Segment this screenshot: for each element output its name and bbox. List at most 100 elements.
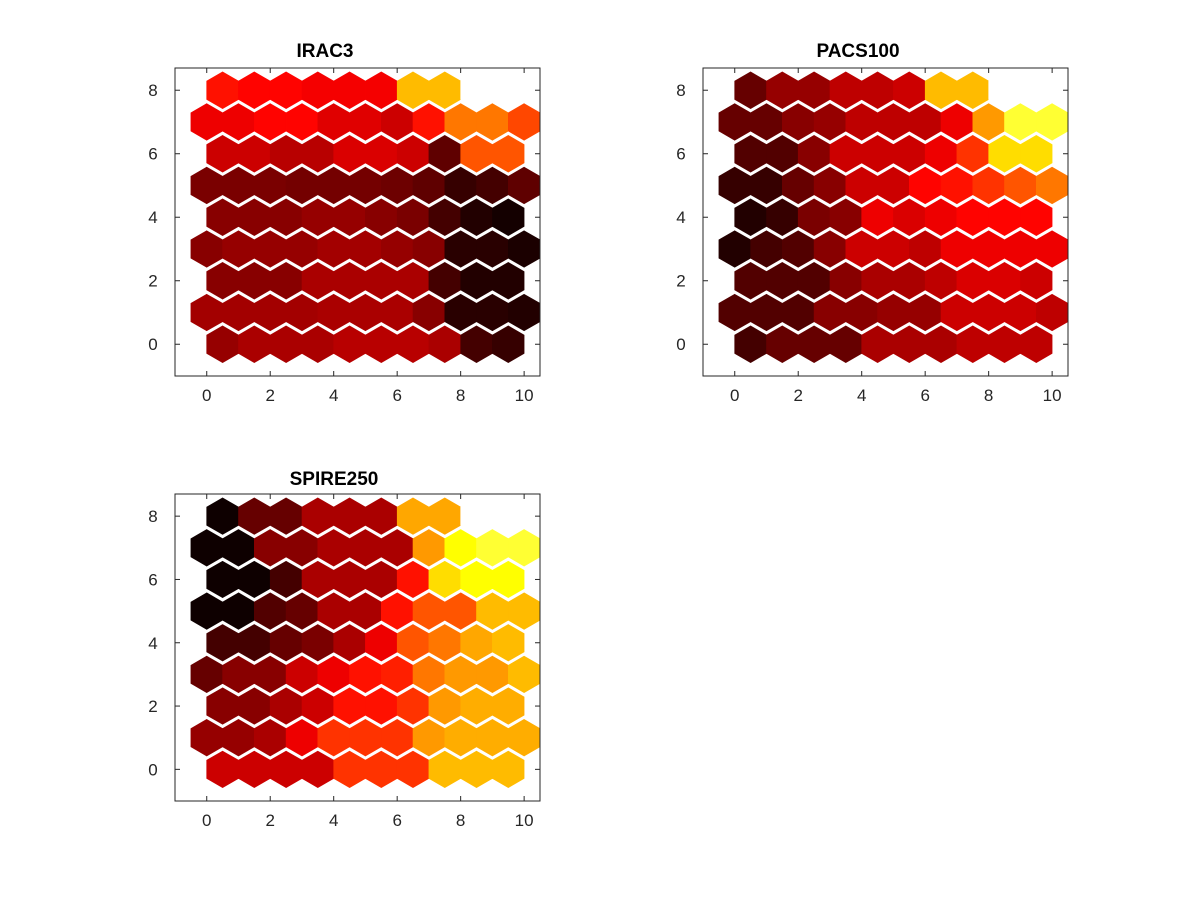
hex-cell (507, 719, 541, 757)
hex-cell (317, 592, 350, 630)
x-tick-label: 4 (857, 386, 866, 405)
hex-cell (396, 624, 430, 662)
hex-cell (412, 719, 446, 757)
hex-cell (222, 529, 255, 567)
hex-cell (254, 719, 287, 757)
hex-cell (813, 166, 847, 205)
panel-title: PACS100 (816, 41, 899, 62)
hex-cell (507, 655, 541, 694)
hex-cell (734, 135, 767, 173)
hex-cell (444, 230, 477, 268)
hex-cell (301, 624, 335, 662)
hex-cell (956, 262, 990, 300)
hex-cell (190, 293, 223, 332)
hex-cell (285, 655, 319, 694)
hex-cell (349, 166, 382, 205)
y-tick-label: 2 (676, 272, 685, 291)
hex-cell (460, 687, 493, 725)
hex-cell (492, 198, 525, 236)
hex-cell (285, 103, 319, 141)
hex-cell (396, 198, 430, 236)
hex-cell (333, 497, 366, 535)
hex-cell (317, 719, 350, 757)
hex-cell (861, 71, 894, 109)
hex-cell (396, 135, 430, 173)
hex-cell (861, 262, 894, 300)
hex-cell (813, 103, 847, 141)
hex-cell (829, 71, 863, 109)
hex-cell (238, 750, 271, 788)
hex-cell (365, 624, 398, 662)
hex-cell (1036, 293, 1069, 332)
hex-cell (924, 262, 958, 300)
x-tick-label: 0 (202, 386, 211, 405)
hex-cell (1036, 103, 1069, 141)
hex-cell (829, 135, 863, 173)
hex-cell (396, 687, 430, 725)
hex-cell (972, 103, 1005, 141)
hex-cell (285, 166, 319, 205)
hex-cell (492, 497, 525, 535)
hex-cell (1020, 198, 1053, 236)
hex-cell (940, 103, 974, 141)
hex-cell (734, 198, 767, 236)
x-tick-label: 8 (456, 386, 465, 405)
hex-cell (349, 529, 382, 567)
hex-cell (766, 71, 799, 109)
x-tick-label: 10 (515, 386, 534, 405)
hex-cell (301, 262, 335, 300)
hex-cell (222, 166, 255, 205)
hex-cell (507, 529, 541, 567)
hex-cell (829, 198, 863, 236)
hex-cell (206, 687, 239, 725)
hex-cell (1020, 262, 1053, 300)
hex-cell (333, 135, 366, 173)
hex-cell (428, 262, 462, 300)
hex-cell (734, 71, 767, 109)
hex-cell (972, 293, 1005, 332)
hex-cell (766, 325, 799, 363)
hex-cell (190, 230, 223, 268)
hex-cell (206, 624, 239, 662)
hex-cell (206, 325, 239, 363)
hex-cell (1036, 230, 1069, 268)
hex-cell (1004, 166, 1037, 205)
hex-cell (940, 293, 974, 332)
hex-cell (460, 262, 493, 300)
hex-cell (460, 497, 493, 535)
hex-cell (222, 293, 255, 332)
hex-cell (269, 750, 303, 788)
hex-cell (988, 135, 1021, 173)
x-tick-label: 0 (730, 386, 739, 405)
hex-cell (444, 655, 477, 694)
hex-cell (734, 325, 767, 363)
hex-cell (285, 719, 319, 757)
x-tick-label: 8 (456, 811, 465, 830)
hex-cell (877, 230, 910, 268)
hex-cell (877, 293, 910, 332)
hex-cell (492, 262, 525, 300)
x-tick-label: 2 (793, 386, 802, 405)
hex-cell (238, 325, 271, 363)
hex-cell (893, 262, 926, 300)
hex-cell (190, 592, 223, 630)
hex-cell (238, 560, 271, 599)
hex-cell (924, 135, 958, 173)
y-tick-label: 2 (148, 697, 157, 716)
hex-cell (380, 103, 414, 141)
hex-cell (206, 198, 239, 236)
hex-cell (333, 750, 366, 788)
hex-cell (222, 719, 255, 757)
hex-cell (285, 230, 319, 268)
hex-cell (380, 592, 414, 630)
hex-cell (476, 230, 509, 268)
x-tick-label: 2 (265, 386, 274, 405)
hex-cell (206, 560, 239, 599)
axes-box (702, 67, 1069, 377)
hex-cell (972, 166, 1005, 205)
hex-cell (460, 624, 493, 662)
hex-cell (285, 293, 319, 332)
hex-cell (333, 325, 366, 363)
y-tick-label: 6 (676, 145, 685, 164)
